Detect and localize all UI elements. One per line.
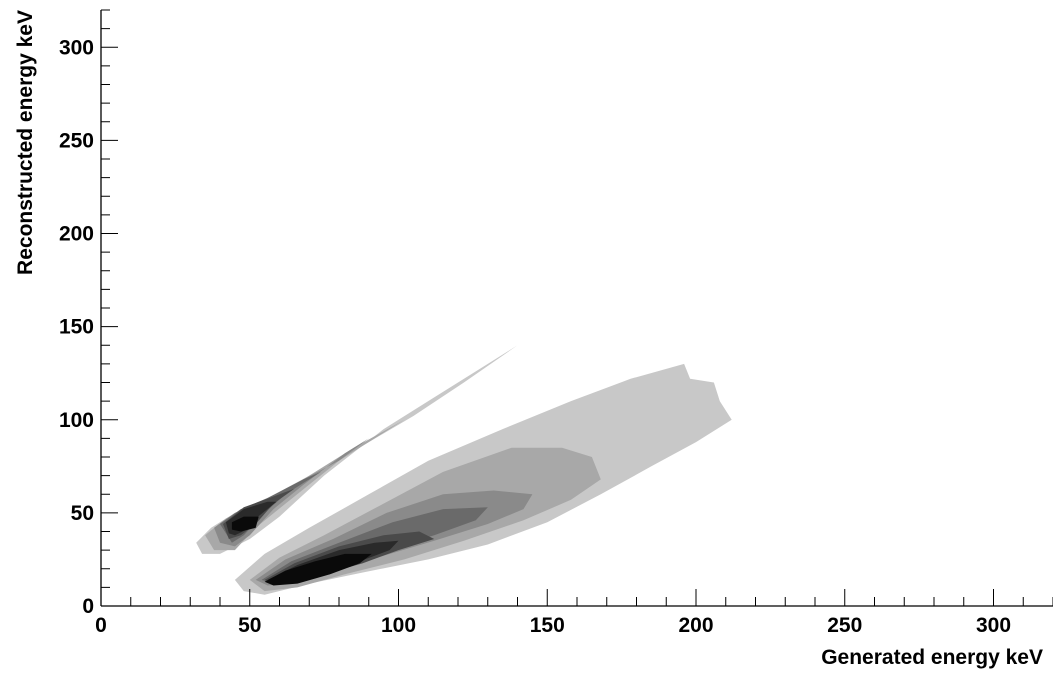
y-tick-label: 50 xyxy=(71,502,94,525)
y-axis-label: Reconstructed energy keV xyxy=(14,10,37,275)
upper-band-contours xyxy=(196,345,518,554)
contour-regions xyxy=(196,345,732,595)
x-tick-label: 50 xyxy=(238,614,261,637)
x-tick-label: 100 xyxy=(381,614,416,637)
x-tick-label: 250 xyxy=(827,614,862,637)
x-tick-label: 200 xyxy=(678,614,713,637)
y-tick-label: 250 xyxy=(59,129,94,152)
y-tick-label: 300 xyxy=(59,36,94,59)
y-tick-label: 200 xyxy=(59,223,94,246)
lower-band-level-7 xyxy=(264,553,372,586)
x-tick-label: 300 xyxy=(976,614,1011,637)
y-tick-label: 150 xyxy=(59,316,94,339)
y-axis-ticks: 0 50 100 150 200 250 300 xyxy=(59,9,118,618)
y-tick-label: 0 xyxy=(82,595,94,618)
x-tick-label: 150 xyxy=(530,614,565,637)
upper-band-level-7 xyxy=(231,516,259,532)
lower-band-contours xyxy=(234,363,732,595)
x-axis-ticks: 0 50 100 150 200 250 300 xyxy=(95,589,1053,637)
x-axis-label: Generated energy keV xyxy=(821,646,1043,669)
y-tick-label: 100 xyxy=(59,409,94,432)
x-tick-label: 0 xyxy=(95,614,107,637)
